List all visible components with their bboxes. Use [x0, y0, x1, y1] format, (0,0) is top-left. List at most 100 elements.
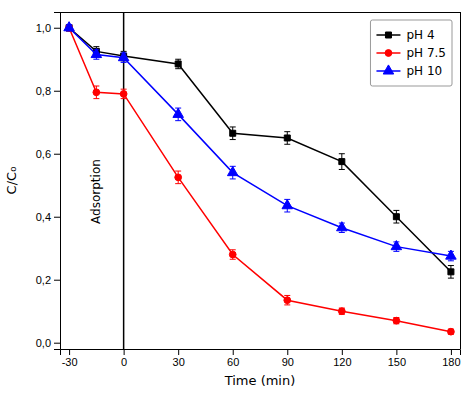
error-bar — [230, 127, 236, 140]
data-point — [339, 159, 345, 165]
error-bar — [121, 89, 127, 98]
data-point — [175, 61, 181, 67]
legend-label: pH 7.5 — [406, 46, 446, 60]
y-axis-tick: 0,8 — [36, 85, 60, 97]
x-axis-tick-mark — [69, 349, 70, 355]
legend-marker — [383, 65, 394, 74]
data-point — [393, 214, 399, 220]
y-axis-tick-mark — [54, 343, 60, 344]
error-bar — [393, 318, 399, 324]
y-axis-line — [54, 13, 61, 350]
x-axis-tick-mark — [178, 349, 179, 355]
data-point — [338, 308, 345, 315]
y-axis-tick-label: 0,2 — [36, 274, 51, 286]
x-axis-tick: 150 — [388, 349, 406, 368]
y-axis-tick: 0,2 — [36, 274, 60, 286]
x-axis-line — [61, 350, 461, 356]
x-axis-tick: 60 — [227, 349, 239, 368]
y-axis-tick-mark — [54, 280, 60, 281]
data-point — [175, 174, 182, 181]
y-axis-tick-mark — [54, 217, 60, 218]
data-point — [227, 167, 238, 176]
error-bar — [448, 266, 454, 279]
x-axis-tick-mark — [342, 349, 343, 355]
error-bar — [230, 250, 236, 259]
legend-marker — [385, 32, 391, 38]
series-line — [69, 28, 451, 332]
y-axis-tick-label: 1,0 — [36, 22, 51, 34]
data-layer — [64, 12, 456, 349]
x-axis-title: Time (min) — [224, 373, 296, 388]
annotation: Adsorption — [89, 159, 103, 224]
x-axis-tick-mark — [124, 349, 125, 355]
data-point — [282, 200, 293, 209]
data-point — [64, 22, 75, 31]
y-axis-tick-label: 0,0 — [36, 337, 51, 349]
y-axis-tick-mark — [54, 91, 60, 92]
x-axis-tick-label: 120 — [333, 356, 351, 368]
y-axis-tick-mark — [54, 28, 60, 29]
error-bar — [339, 154, 345, 170]
x-axis-tick-label: 150 — [388, 356, 406, 368]
legend: pH 4 pH 7.5 pH 10 — [370, 20, 452, 86]
chart: -30 0 30 60 90 120 150 180 0,0 0,2 0,4 0,6 0,8 1,0 Ads… — [0, 0, 474, 395]
data-point — [337, 222, 348, 231]
data-point — [284, 135, 290, 141]
x-axis: -30 0 30 60 90 120 150 180 — [61, 349, 461, 368]
data-point — [91, 48, 102, 57]
x-axis-tick: 30 — [173, 349, 185, 368]
y-axis-title: C/C₀ — [4, 167, 19, 195]
x-axis-tick: 90 — [282, 349, 294, 368]
data-point — [448, 328, 455, 335]
data-point — [118, 52, 129, 61]
data-point — [284, 297, 291, 304]
x-axis-tick: 0 — [121, 349, 127, 368]
x-axis-tick-label: 60 — [227, 356, 239, 368]
data-point — [448, 269, 454, 275]
y-axis-tick: 0,0 — [36, 337, 60, 349]
y-axis-tick-label: 0,8 — [36, 85, 51, 97]
x-axis-tick: 120 — [333, 349, 351, 368]
y-axis-tick-label: 0,4 — [36, 211, 51, 223]
x-axis-tick-label: -30 — [62, 356, 78, 368]
legend-item: pH 7.5 — [376, 46, 446, 60]
x-axis-tick-mark — [451, 349, 452, 355]
error-bar — [284, 132, 290, 145]
error-bar — [448, 329, 454, 334]
x-axis-tick-label: 0 — [121, 356, 127, 368]
y-axis-tick: 0,4 — [36, 211, 60, 223]
legend-box — [370, 20, 452, 86]
data-point — [120, 91, 127, 98]
data-point — [393, 317, 400, 324]
data-point — [391, 241, 402, 250]
plot-frame — [60, 12, 460, 13]
x-axis-tick: -30 — [62, 349, 78, 368]
error-bar — [175, 171, 181, 184]
data-point — [93, 89, 100, 96]
x-axis-tick: 180 — [442, 349, 460, 368]
legend-label: pH 4 — [406, 28, 434, 42]
y-axis-tick-mark — [54, 154, 60, 155]
y-axis-tick: 1,0 — [36, 22, 60, 34]
data-point — [173, 108, 184, 117]
x-axis-tick-label: 30 — [173, 356, 185, 368]
data-point — [230, 130, 236, 136]
y-axis-tick: 0,6 — [36, 148, 60, 160]
x-axis-tick-mark — [396, 349, 397, 355]
data-point — [229, 251, 236, 258]
y-axis: 0,0 0,2 0,4 0,6 0,8 1,0 — [36, 13, 61, 350]
error-bar — [93, 86, 99, 99]
error-bar — [339, 308, 345, 314]
error-bar — [175, 59, 181, 68]
legend-marker — [385, 50, 392, 57]
series — [66, 24, 455, 335]
x-axis-tick-mark — [233, 349, 234, 355]
x-axis-tick-label: 180 — [442, 356, 460, 368]
plot-area: -30 0 30 60 90 120 150 180 0,0 0,2 0,4 0,6 0,8 1,0 Ads… — [36, 12, 461, 368]
legend-label: pH 10 — [406, 64, 442, 78]
y-axis-tick-label: 0,6 — [36, 148, 51, 160]
legend-item: pH 4 — [376, 28, 434, 42]
x-axis-tick-mark — [287, 349, 288, 355]
error-bar — [393, 210, 399, 223]
legend-item: pH 10 — [376, 64, 442, 78]
